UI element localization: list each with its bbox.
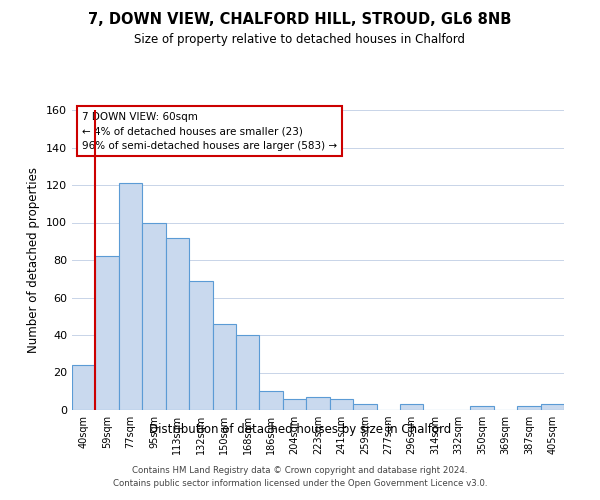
Text: 7, DOWN VIEW, CHALFORD HILL, STROUD, GL6 8NB: 7, DOWN VIEW, CHALFORD HILL, STROUD, GL6…: [88, 12, 512, 28]
Bar: [119, 183, 142, 410]
Bar: [259, 391, 283, 410]
Bar: [189, 280, 212, 410]
Bar: [400, 404, 424, 410]
Bar: [541, 404, 564, 410]
Bar: [470, 406, 494, 410]
Bar: [236, 335, 259, 410]
Bar: [166, 238, 189, 410]
Bar: [72, 365, 95, 410]
Bar: [283, 399, 306, 410]
Text: Size of property relative to detached houses in Chalford: Size of property relative to detached ho…: [134, 32, 466, 46]
Bar: [212, 324, 236, 410]
Bar: [95, 256, 119, 410]
Text: Distribution of detached houses by size in Chalford: Distribution of detached houses by size …: [149, 422, 451, 436]
Text: 7 DOWN VIEW: 60sqm
← 4% of detached houses are smaller (23)
96% of semi-detached: 7 DOWN VIEW: 60sqm ← 4% of detached hous…: [82, 112, 337, 151]
Y-axis label: Number of detached properties: Number of detached properties: [28, 167, 40, 353]
Bar: [142, 222, 166, 410]
Bar: [330, 399, 353, 410]
Bar: [353, 404, 377, 410]
Bar: [517, 406, 541, 410]
Text: Contains HM Land Registry data © Crown copyright and database right 2024.
Contai: Contains HM Land Registry data © Crown c…: [113, 466, 487, 487]
Bar: [306, 397, 330, 410]
